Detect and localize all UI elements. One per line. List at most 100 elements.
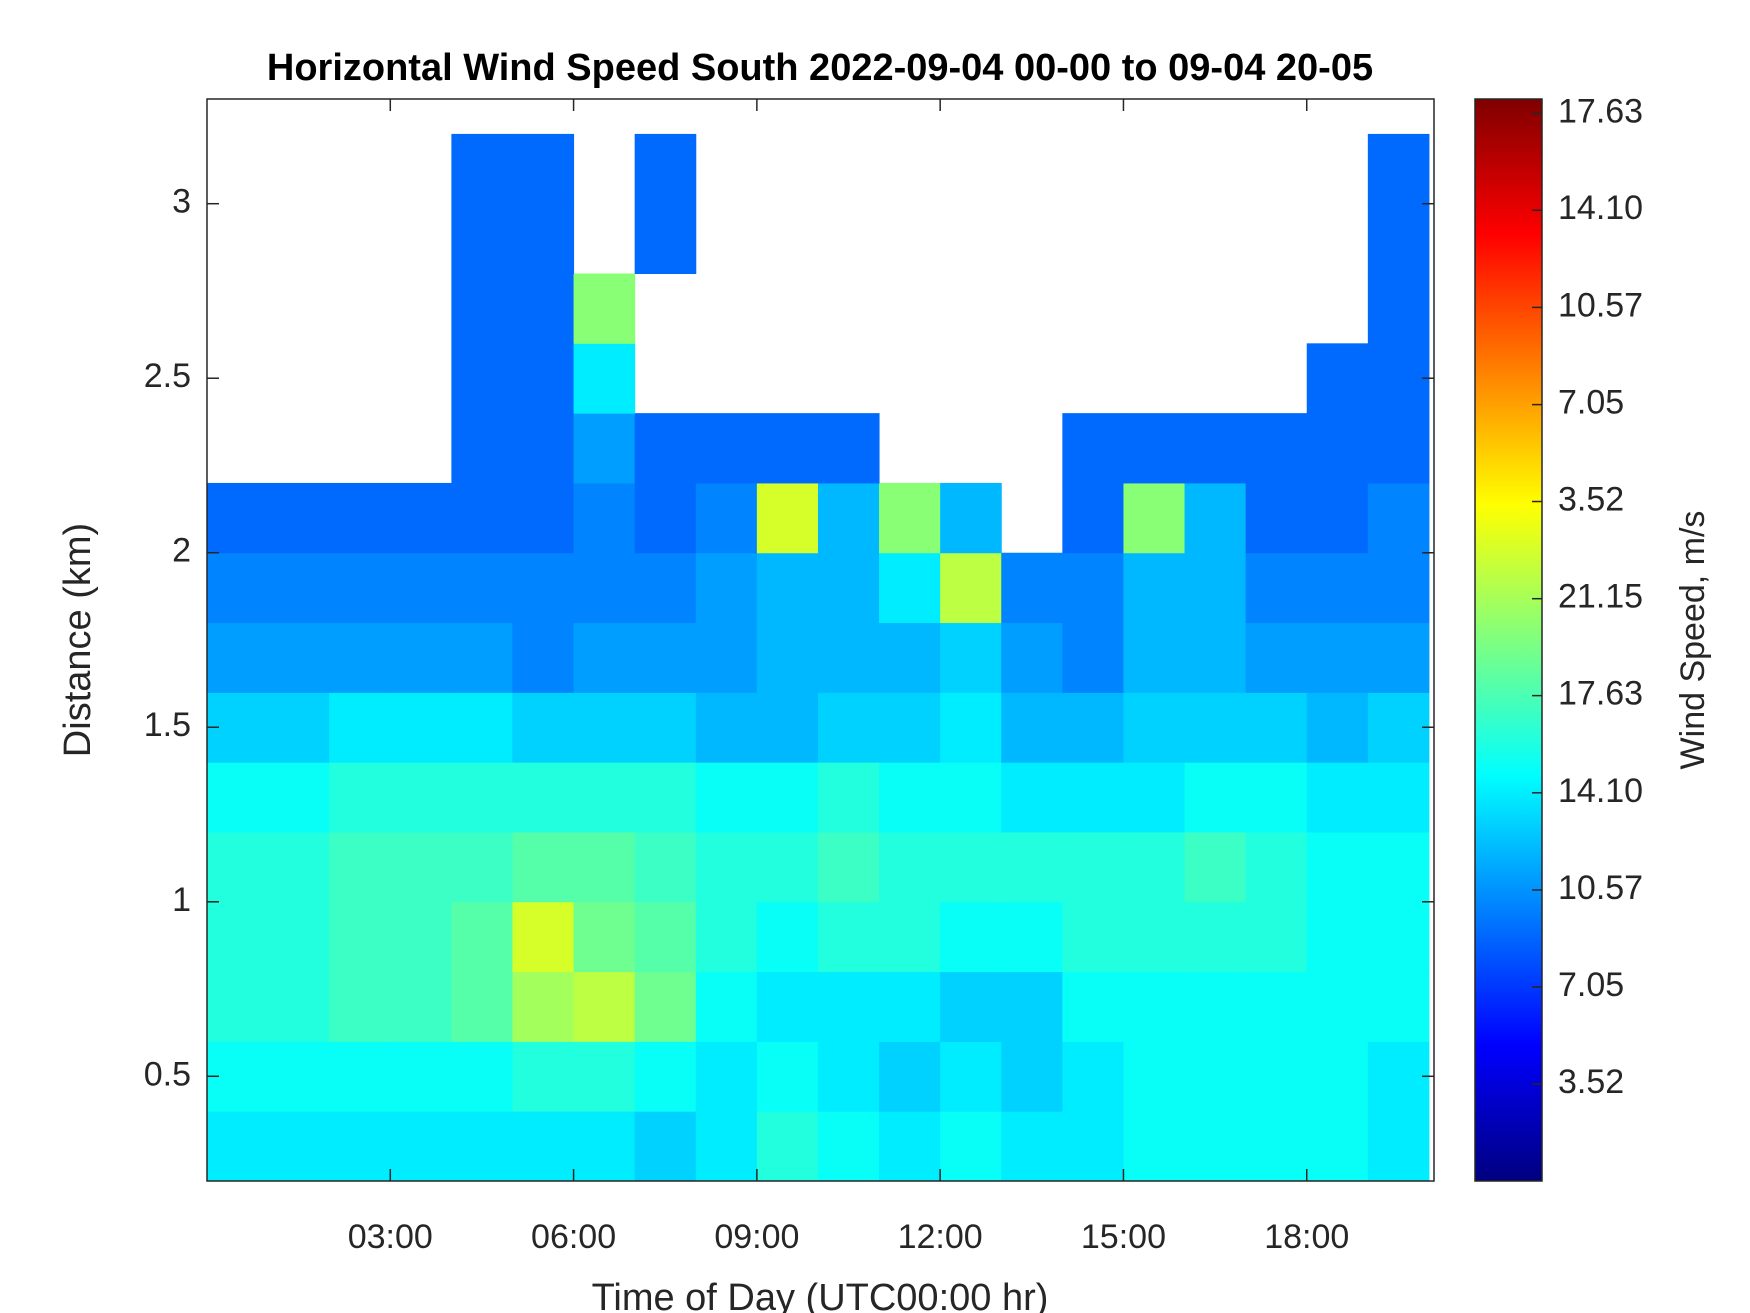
heatmap-cell — [1245, 971, 1308, 1042]
heatmap-cell — [1306, 762, 1369, 833]
heatmap-cell — [634, 552, 697, 624]
heatmap-cell — [634, 413, 697, 484]
heatmap-cell — [268, 552, 330, 624]
heatmap-cell — [940, 692, 1002, 763]
heatmap-cell — [1367, 692, 1430, 763]
colorbar — [1474, 98, 1543, 1182]
heatmap-cell — [451, 133, 513, 205]
heatmap-cell — [1367, 552, 1430, 624]
colorbar-tick-label: 21.15 — [1558, 578, 1643, 616]
heatmap-cell — [451, 692, 513, 763]
heatmap-cell — [207, 831, 269, 903]
heatmap-cell — [1245, 901, 1308, 973]
heatmap-cell — [940, 552, 1002, 624]
heatmap-cell — [390, 901, 452, 973]
heatmap-cell — [1184, 762, 1247, 833]
heatmap-cell — [1123, 482, 1186, 554]
heatmap-cell — [451, 831, 513, 903]
heatmap-cell — [451, 762, 513, 833]
heatmap-cell — [1367, 831, 1430, 903]
heatmap-cell — [756, 622, 819, 693]
x-tick-label: 12:00 — [898, 1218, 983, 1256]
heatmap-cell — [390, 762, 452, 833]
y-tick-label: 1 — [172, 881, 191, 919]
heatmap-cell — [1367, 1111, 1430, 1181]
heatmap-cell — [451, 343, 513, 414]
heatmap-cell — [207, 552, 269, 624]
heatmap-cell — [1367, 343, 1430, 414]
y-tick-label: 3 — [172, 183, 191, 221]
heatmap-cell — [1123, 552, 1186, 624]
heatmap-cell — [1306, 692, 1369, 763]
heatmap-cell — [512, 413, 575, 484]
heatmap-cell — [817, 552, 880, 624]
heatmap-cell — [451, 482, 513, 554]
heatmap-cell — [1062, 482, 1124, 554]
x-tick-label: 18:00 — [1264, 1218, 1349, 1256]
heatmap-cell — [573, 762, 636, 833]
heatmap-cell — [573, 413, 636, 484]
heatmap-cell — [879, 762, 941, 833]
heatmap-cell — [1367, 971, 1430, 1042]
heatmap-cell — [817, 692, 880, 763]
x-tick-label: 06:00 — [531, 1218, 616, 1256]
heatmap-cell — [1245, 413, 1308, 484]
heatmap-cell — [1367, 482, 1430, 554]
heatmap-cell — [268, 692, 330, 763]
colorbar-tick-label: 7.05 — [1558, 966, 1624, 1004]
heatmap-cell — [390, 971, 452, 1042]
heatmap-cell — [1001, 1041, 1063, 1112]
heatmap-cell — [756, 552, 819, 624]
heatmap-cell — [390, 831, 452, 903]
heatmap-cell — [512, 901, 575, 973]
heatmap-cell — [1184, 552, 1247, 624]
heatmap-cell — [634, 1041, 697, 1112]
heatmap-cell — [879, 1111, 941, 1181]
heatmap-cell — [451, 203, 513, 275]
colorbar-tick-label: 10.57 — [1558, 869, 1643, 907]
heatmap-cell — [1123, 413, 1186, 484]
heatmap-cell — [634, 133, 697, 205]
heatmap-cell — [1184, 622, 1247, 693]
heatmap-cell — [940, 831, 1002, 903]
heatmap-cell — [879, 901, 941, 973]
heatmap-cell — [573, 1041, 636, 1112]
heatmap-cell — [879, 971, 941, 1042]
heatmap-cell — [695, 971, 758, 1042]
heatmap-cell — [512, 1111, 575, 1181]
heatmap-cell — [329, 901, 391, 973]
heatmap-cell — [817, 622, 880, 693]
heatmap-cell — [1306, 482, 1369, 554]
heatmap-cell — [451, 413, 513, 484]
heatmap-cell — [1245, 692, 1308, 763]
colorbar-tick-label: 7.05 — [1558, 384, 1624, 422]
heatmap-cell — [512, 831, 575, 903]
heatmap-cell — [1306, 971, 1369, 1042]
heatmap-cell — [879, 692, 941, 763]
heatmap-cell — [1306, 622, 1369, 693]
heatmap-cell — [512, 971, 575, 1042]
heatmap-cell — [1062, 1041, 1124, 1112]
heatmap-cell — [1001, 552, 1063, 624]
heatmap-cell — [207, 1111, 269, 1181]
heatmap-cell — [451, 273, 513, 344]
heatmap-cell — [634, 831, 697, 903]
heatmap-cell — [1062, 1111, 1124, 1181]
heatmap-cell — [1184, 692, 1247, 763]
x-tick-label: 09:00 — [714, 1218, 799, 1256]
colorbar-tick-label: 17.63 — [1558, 675, 1643, 713]
heatmap-cell — [451, 901, 513, 973]
heatmap-cell — [634, 1111, 697, 1181]
colorbar-tick-label: 14.10 — [1558, 772, 1643, 810]
heatmap-cell — [390, 1111, 452, 1181]
heatmap-cell — [940, 622, 1002, 693]
y-tick-label: 1.5 — [144, 706, 191, 744]
heatmap-cell — [634, 482, 697, 554]
heatmap-cell — [695, 622, 758, 693]
heatmap-cell — [573, 482, 636, 554]
heatmap-cell — [329, 482, 391, 554]
y-axis-label: Distance (km) — [57, 523, 99, 757]
heatmap-cell — [756, 831, 819, 903]
y-tick-label: 2 — [172, 532, 191, 570]
